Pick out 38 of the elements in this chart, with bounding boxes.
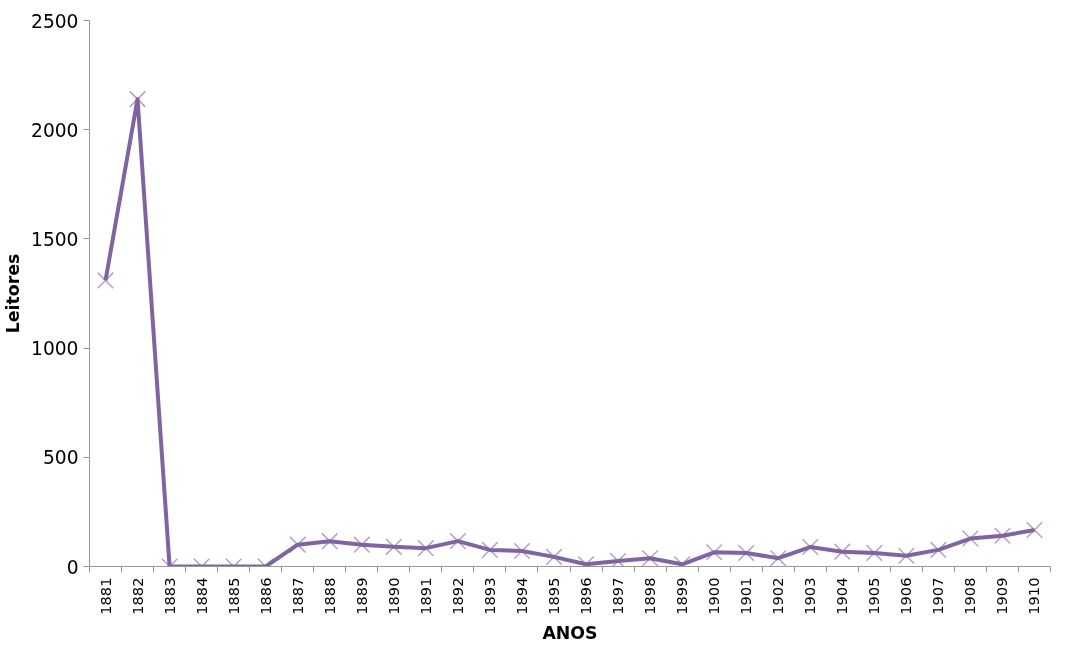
x-tick-label: 1902 <box>769 577 787 615</box>
x-tick-label: 1891 <box>416 577 434 615</box>
x-tick-label: 1907 <box>929 577 947 615</box>
x-tick-label: 1885 <box>224 577 242 615</box>
y-axis-title: Leitores <box>3 253 24 334</box>
x-tick-label: 1889 <box>352 577 370 615</box>
x-tick-label: 1892 <box>448 577 466 615</box>
x-tick-label: 1906 <box>897 577 915 615</box>
x-tick-label: 1882 <box>128 577 146 615</box>
y-tick-label: 500 <box>42 447 79 469</box>
y-tick-label: 1000 <box>31 338 79 360</box>
x-tick-label: 1896 <box>577 577 595 615</box>
x-tick-label: 1887 <box>288 577 306 615</box>
x-tick-label: 1900 <box>705 577 723 615</box>
x-tick-label: 1886 <box>256 577 274 615</box>
x-tick-label: 1909 <box>993 577 1011 615</box>
x-tick-label: 1904 <box>833 577 851 615</box>
x-tick-label: 1905 <box>865 577 883 615</box>
y-tick-label: 1500 <box>31 228 79 250</box>
x-tick-label: 1901 <box>737 577 755 615</box>
x-tick-label: 1893 <box>480 577 498 615</box>
x-tick-label: 1898 <box>641 577 659 615</box>
x-tick-label: 1897 <box>609 577 627 615</box>
x-tick-label: 1883 <box>160 577 178 615</box>
x-tick-label: 1890 <box>384 577 402 615</box>
x-tick-label: 1899 <box>673 577 691 615</box>
x-tick-label: 1881 <box>96 577 114 615</box>
y-tick-label: 0 <box>66 556 79 578</box>
x-tick-label: 1884 <box>192 577 210 615</box>
x-tick-label: 1888 <box>320 577 338 615</box>
x-tick-label: 1894 <box>512 577 530 615</box>
x-tick-label: 1895 <box>544 577 562 615</box>
x-tick-label: 1903 <box>801 577 819 615</box>
x-tick-label: 1908 <box>961 577 979 615</box>
x-tick-label: 1910 <box>1025 577 1043 615</box>
x-axis-title: ANOS <box>542 622 598 643</box>
y-tick-label: 2500 <box>31 10 79 32</box>
y-tick-label: 2000 <box>31 119 79 141</box>
